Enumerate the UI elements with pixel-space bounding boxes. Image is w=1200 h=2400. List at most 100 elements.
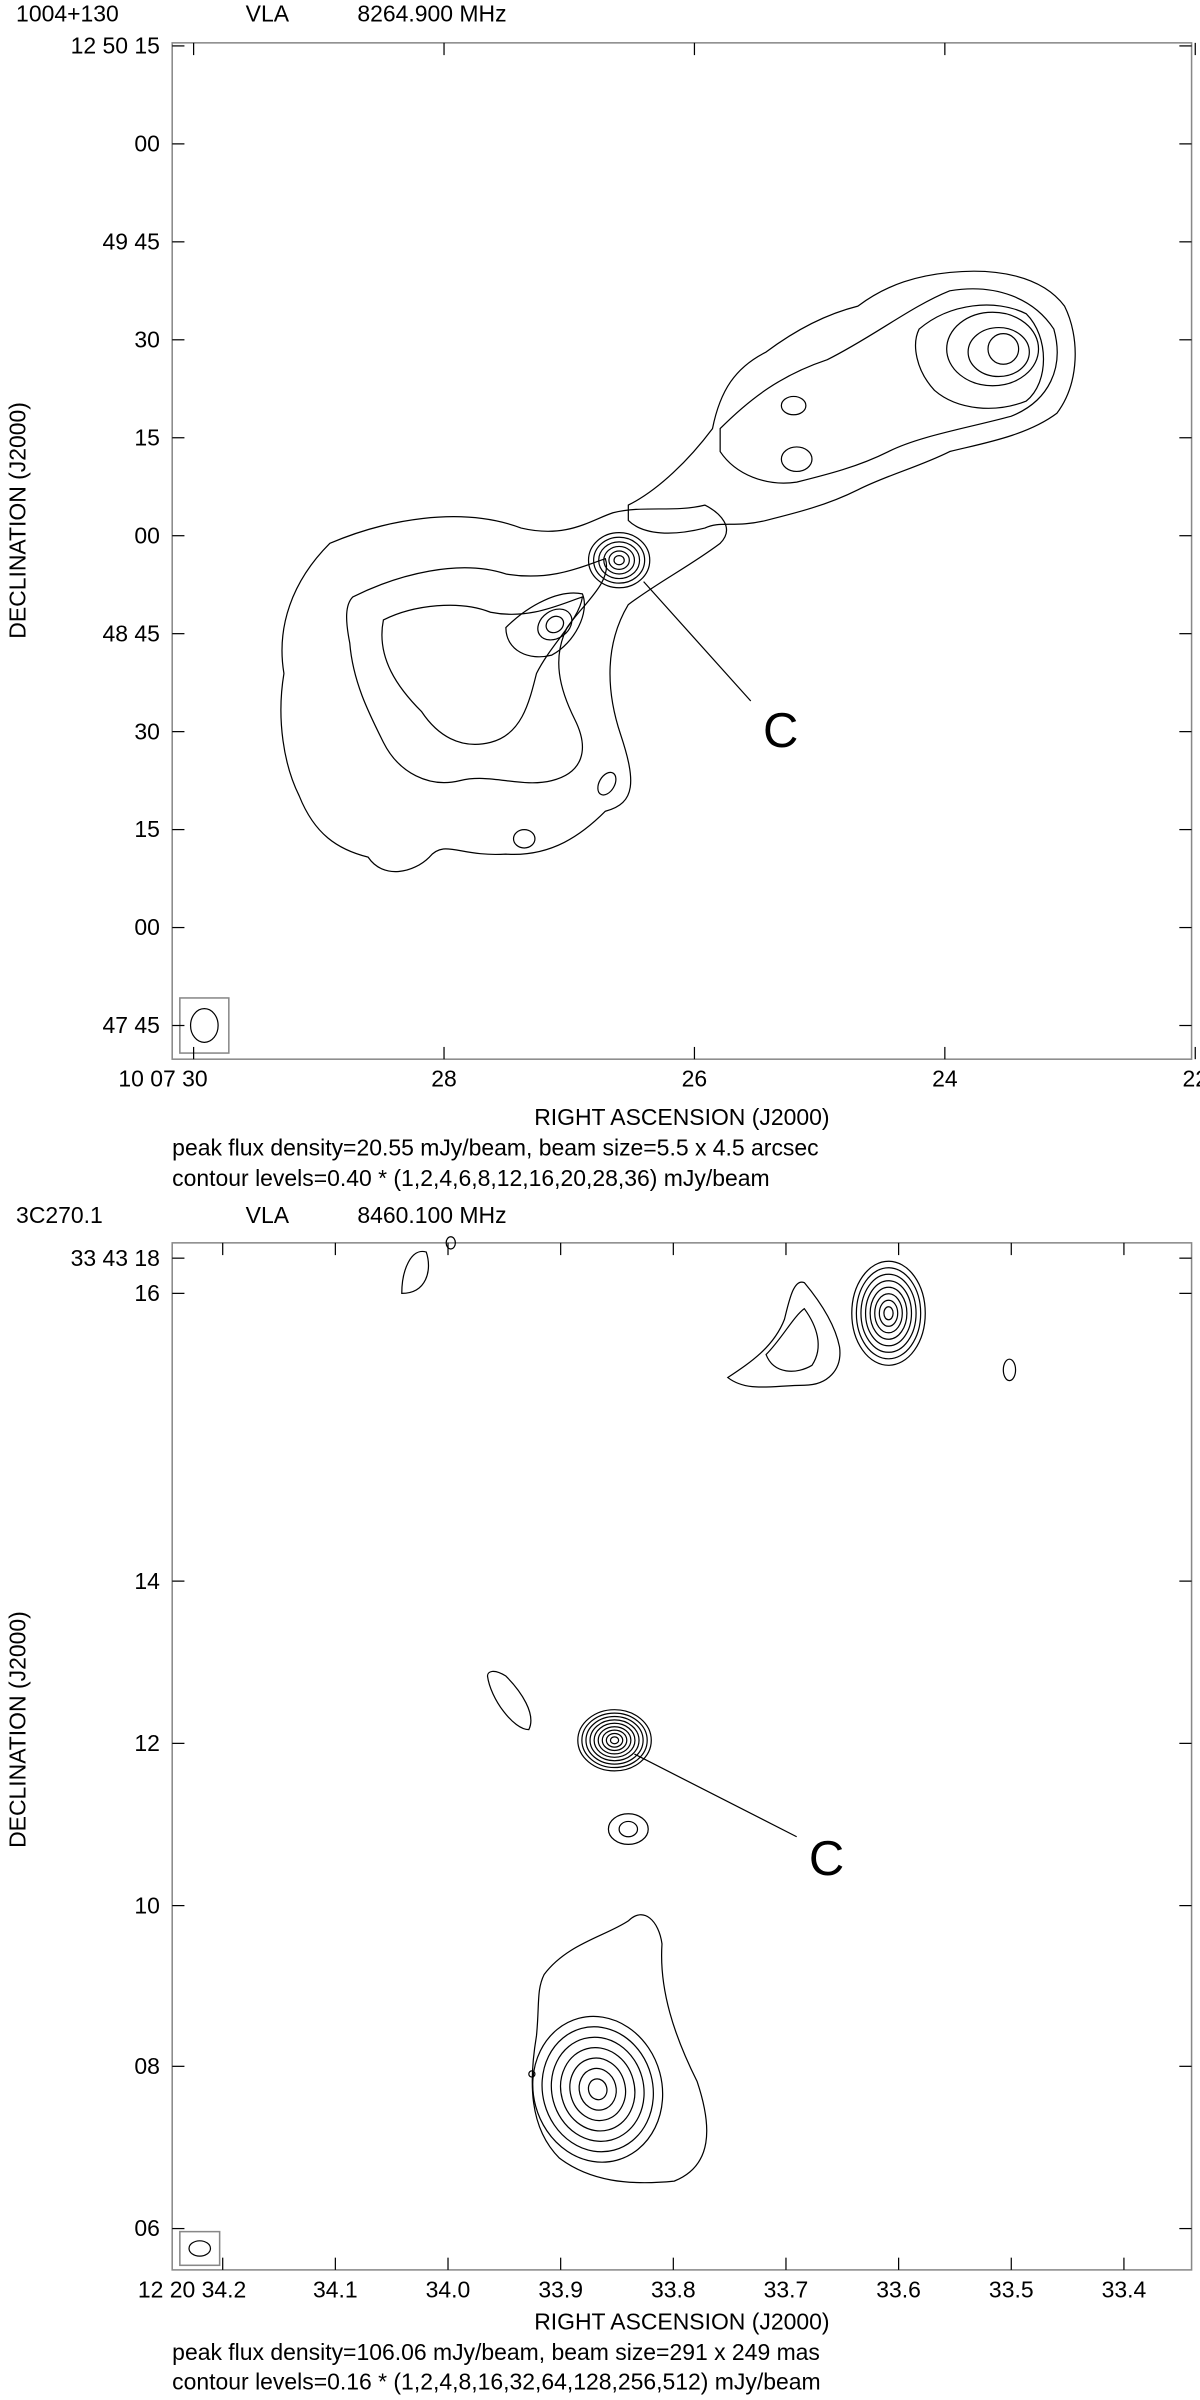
contour — [627, 270, 1076, 534]
contour — [532, 2015, 664, 2163]
ticks: 33 43 18 16 14 12 10 08 06 12 20 34.2 34.1 34.0 33… — [71, 1242, 1192, 2302]
contour — [541, 2026, 654, 2153]
contour — [381, 596, 584, 745]
contour — [597, 771, 617, 796]
lobe-contours — [531, 1914, 708, 2184]
contour — [581, 1712, 648, 1769]
contour — [869, 1286, 908, 1340]
contour — [874, 1293, 903, 1334]
contour — [346, 557, 608, 784]
contour — [585, 1715, 644, 1765]
contour — [946, 311, 1040, 387]
y-tick-label: 10 — [134, 1892, 160, 1918]
contour — [598, 541, 641, 580]
y-tick-label: 00 — [134, 131, 160, 157]
footer-line: peak flux density=106.06 mJy/beam, beam … — [172, 2339, 820, 2365]
telescope: VLA — [246, 0, 290, 26]
x-tick-label: 12 20 34.2 — [138, 2276, 246, 2302]
contour — [569, 2057, 627, 2122]
y-tick-label: 08 — [134, 2053, 160, 2079]
contour — [878, 1299, 899, 1327]
x-tick-label: 33.8 — [651, 2276, 696, 2302]
x-tick-label: 33.4 — [1102, 2276, 1147, 2302]
panel: 3C270.1 VLA 8460.100 MHz DECLINATION (J2… — [4, 1202, 1193, 2394]
contour — [987, 333, 1020, 365]
x-tick-label: 33.9 — [538, 2276, 583, 2302]
y-tick-label: 00 — [134, 914, 160, 940]
x-tick-label: 22 — [1182, 1066, 1200, 1092]
footer-line: contour levels=0.40 * (1,2,4,6,8,12,16,2… — [172, 1165, 769, 1191]
contour — [587, 2078, 608, 2101]
frequency: 8460.100 MHz — [357, 1202, 506, 1228]
contour — [578, 2067, 617, 2111]
contour — [860, 1273, 917, 1353]
contour — [545, 615, 565, 634]
x-tick-label: 33.7 — [764, 2276, 809, 2302]
source-name: 3C270.1 — [16, 1202, 103, 1228]
x-tick-label: 26 — [682, 1066, 708, 1092]
contour — [915, 304, 1044, 409]
plot-frame — [171, 1242, 1193, 2271]
y-tick-label: 12 — [134, 1730, 160, 1756]
plot-frame — [171, 42, 1193, 1060]
y-tick-label: 16 — [134, 1280, 160, 1306]
core-contours — [587, 532, 651, 589]
contour — [587, 532, 651, 589]
contour — [613, 555, 625, 566]
beam-box — [179, 2230, 221, 2267]
contour — [445, 1236, 456, 1250]
y-tick-label: 00 — [134, 522, 160, 548]
contour — [855, 1267, 922, 1360]
contour — [593, 536, 646, 584]
footer-line: peak flux density=20.55 mJy/beam, beam s… — [172, 1135, 818, 1161]
contour — [550, 2036, 645, 2142]
beam — [188, 2240, 212, 2257]
ticks: 12 50 15 00 49 45 30 15 00 48 45 30 15 00 47 45 10 … — [71, 33, 1200, 1092]
contour — [559, 2047, 636, 2132]
y-tick-label: 15 — [134, 424, 160, 450]
y-tick-label: 06 — [134, 2215, 160, 2241]
y-axis-title: DECLINATION (J2000) — [4, 402, 30, 639]
x-axis-title: RIGHT ASCENSION (J2000) — [534, 2309, 829, 2335]
contour — [589, 1719, 640, 1762]
y-tick-label: 48 45 — [103, 620, 160, 646]
contour — [864, 1280, 913, 1347]
contour — [719, 288, 1058, 484]
lobe-contours — [851, 1260, 926, 1366]
y-tick-label: 49 45 — [103, 228, 160, 254]
contour — [597, 1726, 632, 1755]
y-tick-label: 12 50 15 — [71, 33, 160, 59]
y-tick-label: 47 45 — [103, 1012, 160, 1038]
contour — [967, 326, 1030, 378]
contour — [577, 1709, 652, 1772]
contour — [505, 592, 585, 658]
contour — [607, 1813, 649, 1845]
contour — [603, 545, 636, 575]
contour — [618, 1820, 639, 1838]
frequency: 8264.900 MHz — [357, 0, 506, 26]
y-tick-label: 30 — [134, 718, 160, 744]
contour — [605, 1732, 624, 1748]
contour — [851, 1260, 926, 1366]
contour — [486, 1670, 532, 1731]
y-tick-label: 14 — [134, 1568, 160, 1594]
y-axis-title: DECLINATION (J2000) — [4, 1611, 30, 1848]
contour — [765, 1307, 819, 1372]
pointer-line — [643, 581, 752, 702]
source-name: 1004+130 — [16, 0, 119, 26]
x-axis-title: RIGHT ASCENSION (J2000) — [534, 1104, 829, 1130]
x-tick-label: 33.6 — [876, 2276, 921, 2302]
contour — [537, 608, 573, 641]
contour — [601, 1729, 628, 1752]
contour — [726, 1281, 841, 1388]
x-tick-label: 28 — [431, 1066, 457, 1092]
panel: 1004+130 VLA 8264.900 MHz DECLINATION (J… — [4, 0, 1200, 1191]
contour — [1002, 1358, 1017, 1382]
contour — [512, 828, 536, 849]
contour — [593, 1722, 636, 1758]
annotation: C — [809, 1832, 844, 1886]
y-tick-label: 15 — [134, 816, 160, 842]
y-tick-label: 33 43 18 — [71, 1245, 160, 1271]
